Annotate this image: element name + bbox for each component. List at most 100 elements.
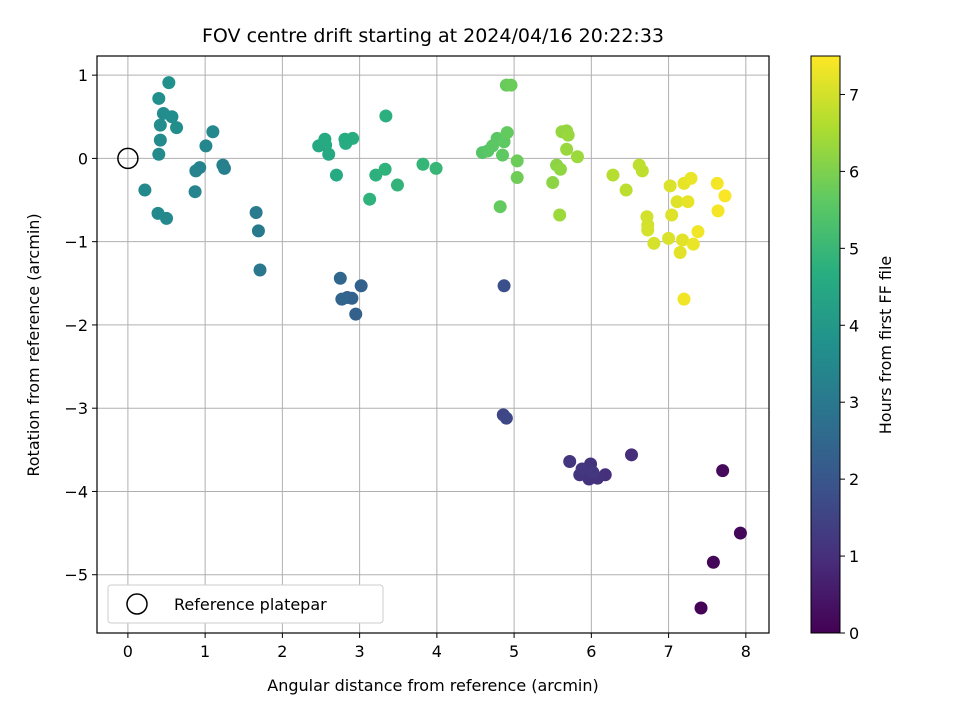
data-point — [553, 208, 567, 222]
data-point — [694, 601, 708, 615]
data-point — [575, 462, 589, 476]
data-point — [151, 206, 165, 220]
colorbar-ticks: 0 1 2 3 4 5 6 7 — [840, 85, 859, 643]
x-tick-label: 7 — [663, 642, 673, 661]
data-point — [665, 208, 679, 222]
data-point — [206, 125, 220, 139]
data-point — [706, 555, 720, 569]
colorbar-tick-label: 5 — [849, 239, 859, 258]
data-point — [153, 133, 167, 147]
x-tick-label: 0 — [123, 642, 133, 661]
data-point — [677, 292, 691, 306]
data-point — [675, 233, 689, 247]
data-point — [500, 126, 514, 140]
data-point — [570, 150, 584, 164]
y-tick-label: −1 — [64, 233, 88, 252]
colorbar-label: Hours from first FF file — [876, 256, 895, 435]
data-point — [691, 225, 705, 239]
data-point — [339, 136, 353, 150]
data-point — [188, 185, 202, 199]
colorbar-gradient — [810, 55, 841, 634]
x-axis: 0 1 2 3 4 5 6 7 8 — [123, 633, 751, 661]
data-point — [673, 245, 687, 259]
data-point — [322, 147, 336, 161]
data-point — [189, 164, 203, 178]
data-point — [153, 118, 167, 132]
data-point — [718, 189, 732, 203]
data-point — [663, 179, 677, 193]
data-point — [249, 206, 263, 220]
legend-box — [107, 584, 384, 624]
data-points — [117, 76, 747, 615]
colorbar-tick-label: 2 — [849, 470, 859, 489]
colorbar-tick-label: 1 — [849, 547, 859, 566]
data-point — [635, 164, 649, 178]
data-point — [497, 279, 511, 293]
data-point — [510, 154, 524, 168]
x-tick-label: 1 — [200, 642, 210, 661]
x-axis-label: Angular distance from reference (arcmin) — [267, 676, 598, 695]
data-point — [335, 292, 349, 306]
y-tick-label: 1 — [78, 66, 88, 85]
x-tick-label: 4 — [432, 642, 442, 661]
reference-platepar-marker — [117, 147, 139, 170]
data-point — [216, 158, 230, 172]
data-point — [152, 147, 166, 161]
data-point — [312, 139, 326, 153]
legend-label: Reference platepar — [174, 595, 327, 614]
data-point — [354, 279, 368, 293]
chart-title: FOV centre drift starting at 2024/04/16 … — [202, 25, 664, 47]
y-tick-label: 0 — [78, 149, 88, 168]
grid — [97, 56, 769, 633]
y-tick-label: −3 — [64, 399, 88, 418]
data-point — [165, 110, 179, 124]
data-point — [662, 231, 676, 245]
data-point — [162, 76, 176, 90]
x-tick-label: 8 — [741, 642, 751, 661]
x-tick-label: 2 — [277, 642, 287, 661]
data-point — [716, 464, 730, 478]
data-point — [379, 109, 393, 123]
data-point — [647, 236, 661, 250]
y-axis-label: Rotation from reference (arcmin) — [24, 213, 43, 476]
data-point — [686, 237, 700, 251]
data-point — [681, 195, 695, 209]
data-point — [625, 448, 639, 462]
data-point — [670, 195, 684, 209]
data-point — [349, 307, 363, 321]
x-tick-label: 6 — [586, 642, 596, 661]
data-point — [561, 128, 575, 142]
data-point — [329, 168, 343, 182]
data-point — [152, 91, 166, 105]
y-tick-label: −4 — [64, 482, 88, 501]
colorbar: 0 1 2 3 4 5 6 7 Hours from first FF file — [810, 55, 895, 643]
data-point — [429, 161, 443, 175]
data-point — [504, 78, 518, 92]
data-point — [390, 178, 404, 192]
y-axis: 1 0 −1 −2 −3 −4 −5 — [64, 66, 97, 585]
data-point — [251, 224, 265, 238]
data-point — [496, 148, 510, 162]
data-point — [606, 168, 620, 182]
legend-marker-open-circle — [126, 593, 148, 615]
data-point — [138, 183, 152, 197]
data-point — [563, 454, 577, 468]
data-point — [253, 263, 267, 277]
data-point — [170, 121, 184, 135]
data-point — [553, 162, 567, 176]
y-tick-label: −2 — [64, 316, 88, 335]
data-point — [710, 176, 724, 190]
colorbar-tick-label: 4 — [849, 316, 859, 335]
data-point — [619, 183, 633, 197]
data-point — [493, 200, 507, 214]
x-tick-label: 5 — [509, 642, 519, 661]
colorbar-tick-label: 3 — [849, 393, 859, 412]
data-point — [416, 157, 430, 171]
data-point — [333, 271, 347, 285]
data-point — [684, 171, 698, 185]
colorbar-tick-label: 6 — [849, 162, 859, 181]
data-point — [499, 411, 513, 425]
data-point — [560, 142, 574, 156]
data-point — [378, 162, 392, 176]
